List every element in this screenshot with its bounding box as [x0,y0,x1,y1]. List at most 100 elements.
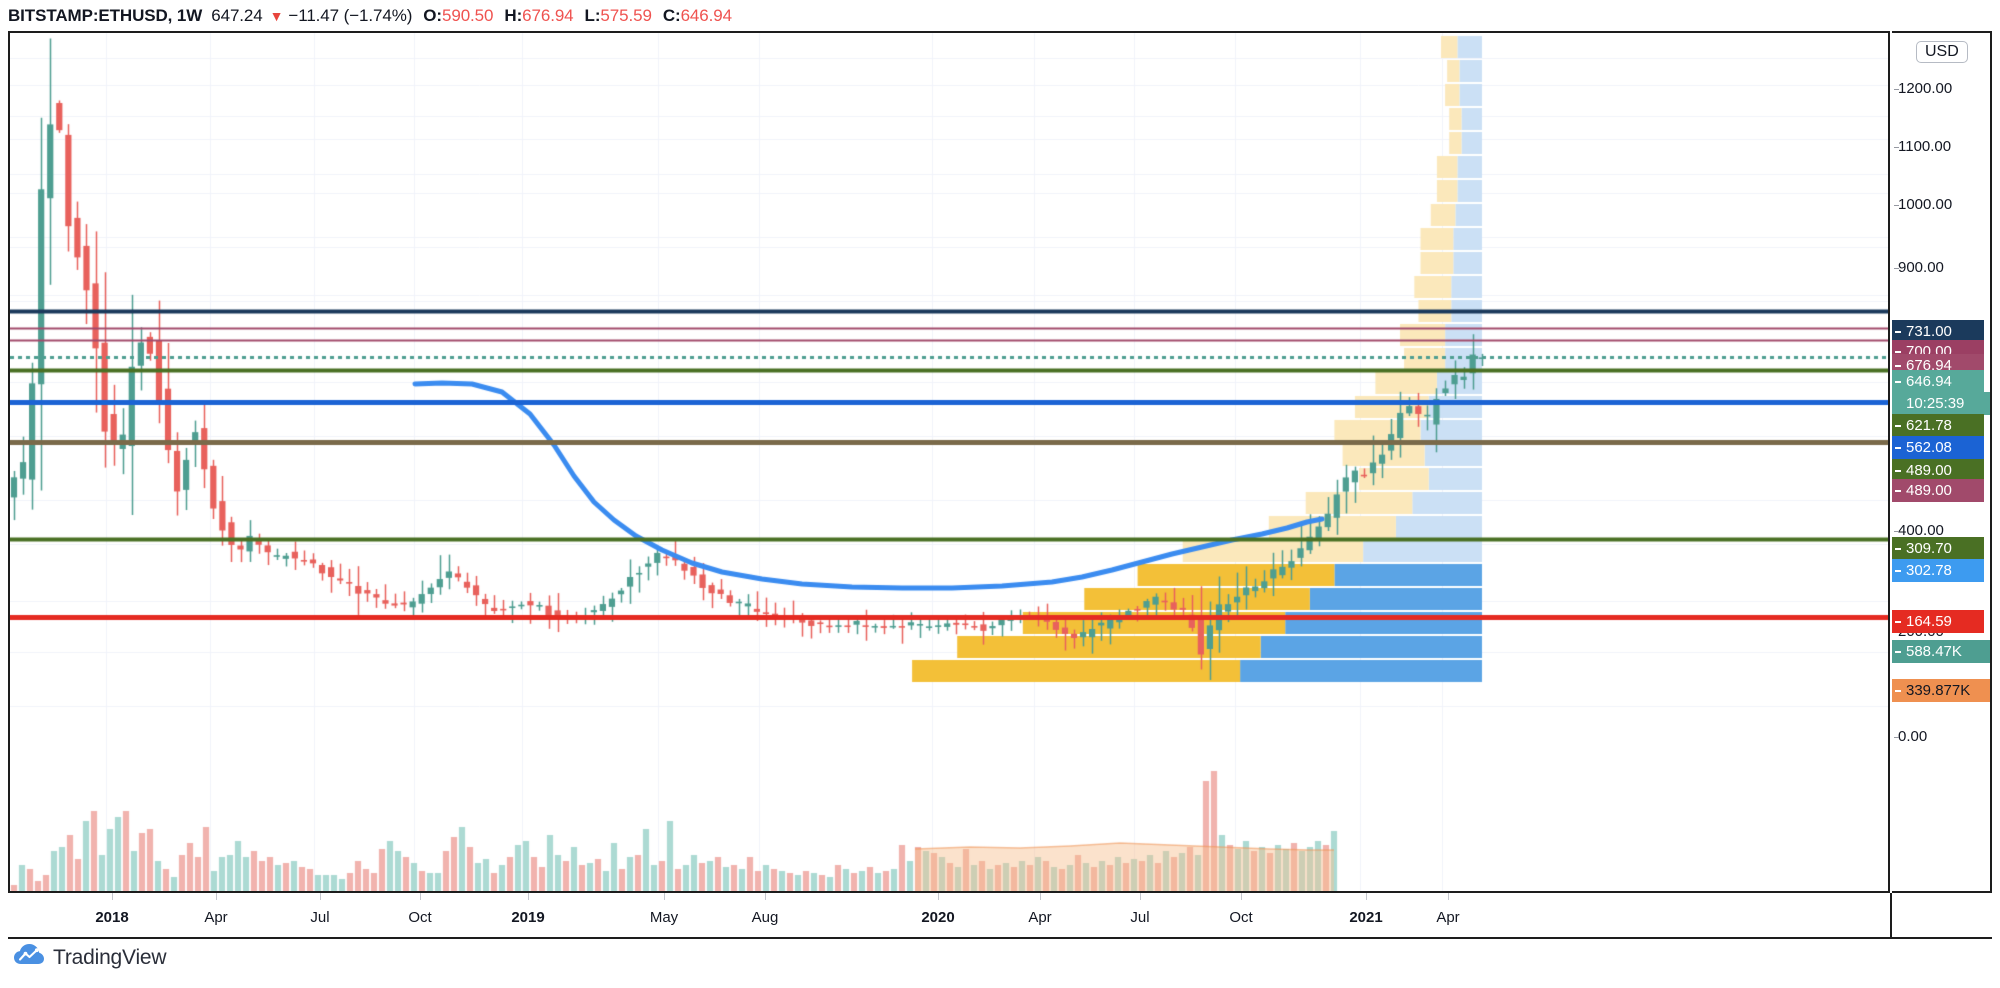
time-tick: Apr [204,909,228,926]
price-change: −11.47 (−1.74%) [288,6,413,25]
badge-dash [1895,351,1901,353]
time-notch [664,893,665,900]
time-notch [938,893,939,900]
price-badge-label: 621.78 [1906,417,1952,434]
time-tick: 2019 [511,909,545,926]
high-value: 676.94 [522,6,574,25]
tick-dash [1894,267,1899,269]
time-tick: Aug [751,909,779,926]
time-tick: Apr [1436,909,1460,926]
tick-dash [1894,530,1899,532]
price-badge[interactable]: 164.59 [1892,610,1984,633]
badge-dash [1895,381,1901,383]
price-tick: 1000.00 [1894,196,1952,213]
time-tick: Oct [1229,909,1253,926]
time-tick: 2021 [1349,909,1383,926]
time-notch [420,893,421,900]
price-badge[interactable]: 339.877K [1892,679,1990,702]
tradingview-cloud-icon [14,944,44,971]
tick-dash [1894,146,1899,148]
price-badge-label: 164.59 [1906,613,1952,630]
tick-dash [1894,88,1899,90]
badge-dash [1895,548,1901,550]
badge-dash [1895,690,1901,692]
price-tick: 1200.00 [1894,80,1952,97]
time-tick: Jul [310,909,330,926]
price-badge[interactable]: 562.08 [1892,436,1984,459]
time-tick: 2020 [921,909,955,926]
time-notch [1448,893,1449,900]
down-arrow-icon: ▼ [269,8,284,24]
tradingview-wordmark: TradingView [53,945,167,969]
badge-dash [1895,470,1901,472]
badge-dash [1895,621,1901,623]
time-notch [1366,893,1367,900]
high-label: H: [504,6,523,25]
symbol-label[interactable]: BITSTAMP:ETHUSD, 1W [8,6,203,25]
price-badge[interactable]: 646.94 [1892,370,1984,393]
close-value: 646.94 [680,6,733,25]
low-label: L: [584,6,601,25]
close-label: C: [662,6,681,25]
price-badge-label: 676.94 [1906,357,1952,374]
time-notch [320,893,321,900]
badge-dash [1895,490,1901,492]
time-notch [765,893,766,900]
price-badge-label: 339.877K [1906,682,1971,699]
price-badge[interactable]: 621.78 [1892,414,1984,437]
time-notch [1040,893,1041,900]
price-badge-label: 588.47K [1906,643,1962,660]
badge-dash [1895,425,1901,427]
time-tick: 2018 [95,909,129,926]
tradingview-branding[interactable]: TradingView [14,944,167,971]
chart-canvas[interactable] [10,33,1888,891]
time-notch [216,893,217,900]
badge-dash [1895,365,1901,367]
badge-dash [1895,447,1901,449]
time-tick: Apr [1028,909,1052,926]
price-badge-label: 646.94 [1906,373,1952,390]
price-tick: 400.00 [1894,522,1944,539]
price-badge-label: 309.70 [1906,540,1952,557]
price-badge[interactable]: 731.00 [1892,320,1984,343]
price-badge-label: 731.00 [1906,323,1952,340]
price-scale[interactable]: 1200.001100.001000.00900.00800.00400.002… [1892,31,1992,893]
price-badge-label: 489.00 [1906,462,1952,479]
price-badge-label: 302.78 [1906,562,1952,579]
price-badge-label: 562.08 [1906,439,1952,456]
badge-dash [1895,331,1901,333]
price-badge[interactable]: 588.47K [1892,640,1990,663]
price-tick: 0.00 [1894,728,1927,745]
badge-dash [1895,570,1901,572]
tick-dash [1894,736,1899,738]
chart-legend[interactable]: BITSTAMP:ETHUSD, 1W 647.24 ▼ −11.47 (−1.… [8,4,732,28]
price-badge[interactable]: 309.70 [1892,537,1984,560]
time-tick: Oct [408,909,432,926]
chart-plot-area[interactable] [10,33,1888,891]
badge-dash [1895,651,1901,653]
price-tick: 1100.00 [1894,138,1951,155]
time-notch [528,893,529,900]
price-tick: 900.00 [1894,259,1944,276]
price-badge-label: 10:25:39 [1906,395,1965,412]
price-badge-label: 489.00 [1906,482,1952,499]
price-badge[interactable]: 10:25:39 [1892,392,1990,415]
last-price: 647.24 [211,6,263,25]
currency-chip[interactable]: USD [1916,41,1968,63]
time-tick: May [649,909,679,926]
low-value: 575.59 [600,6,652,25]
open-label: O: [423,6,442,25]
time-notch [1140,893,1141,900]
time-scale-separator [1890,893,1892,939]
time-notch [1241,893,1242,900]
time-notch [112,893,113,900]
price-badge[interactable]: 489.00 [1892,459,1984,482]
time-tick: Jul [1130,909,1150,926]
time-scale[interactable]: 2018 Apr Jul Oct 2019 May Aug 2020 Apr Jul Oct 2021… [8,893,1992,939]
tick-dash [1894,204,1899,206]
price-badge[interactable]: 489.00 [1892,479,1984,502]
price-badge[interactable]: 302.78 [1892,559,1984,582]
chart-frame[interactable] [8,31,1890,893]
open-value: 590.50 [441,6,494,25]
